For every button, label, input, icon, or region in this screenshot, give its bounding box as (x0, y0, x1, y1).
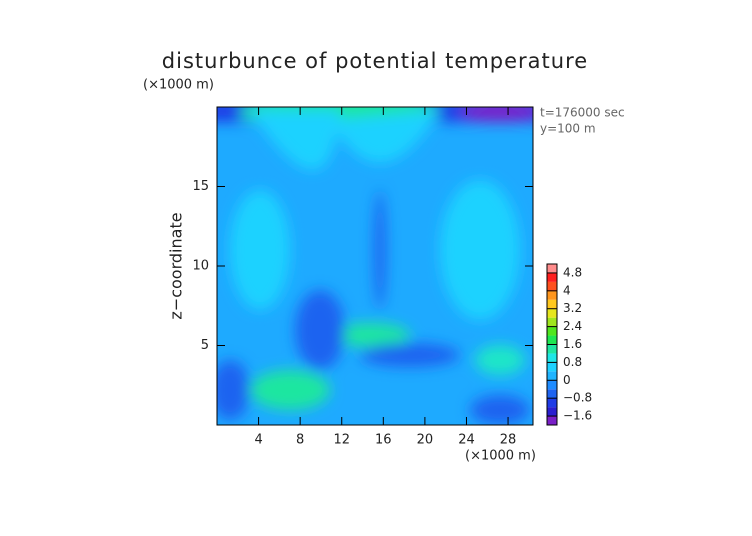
colorbar-tick-label: 4 (563, 283, 571, 297)
x-tick-label: 8 (296, 433, 304, 448)
colorbar-band (547, 335, 557, 345)
colorbar-band (547, 371, 557, 381)
colorbar-tick-label: −0.8 (563, 391, 592, 405)
colorbar-band (547, 380, 557, 390)
colorbar-tick-label: −1.6 (563, 409, 592, 423)
colorbar-band (547, 416, 557, 425)
annotation: y=100 m (540, 122, 596, 136)
colorbar-tick-label: 0.8 (563, 355, 582, 369)
colorbar-band (547, 353, 557, 363)
chart-title: disturbunce of potential temperature (162, 49, 588, 73)
colorbar-band (547, 407, 557, 417)
y-tick-label: 10 (192, 259, 209, 274)
x-tick-label: 24 (458, 433, 475, 448)
colorbar-band (547, 344, 557, 354)
y-tick-label: 5 (201, 338, 209, 353)
colorbar-tick-label: 4.8 (563, 265, 582, 279)
annotation: t=176000 sec (540, 106, 625, 120)
x-tick-label: 12 (333, 433, 350, 448)
x-tick-label: 16 (375, 433, 392, 448)
colorbar-tick-label: 3.2 (563, 301, 582, 315)
x-tick-label: 28 (500, 433, 517, 448)
colorbar-band (547, 290, 557, 300)
colorbar-tick-label: 2.4 (563, 319, 582, 333)
colorbar-band (547, 362, 557, 372)
colorbar-band (547, 272, 557, 282)
contour-field (217, 107, 533, 425)
colorbar-band (547, 317, 557, 327)
colorbar-band (547, 281, 557, 291)
x-tick-label: 4 (254, 433, 262, 448)
colorbar-band (547, 326, 557, 336)
y-axis-label: z−coordinate (167, 212, 186, 319)
x-unit: (×1000 m) (465, 449, 536, 464)
x-tick-label: 20 (417, 433, 434, 448)
colorbar-band (547, 389, 557, 399)
y-unit: (×1000 m) (143, 78, 214, 93)
y-tick-label: 15 (192, 179, 209, 194)
colorbar-band (547, 264, 557, 273)
colorbar-tick-label: 1.6 (563, 337, 582, 351)
colorbar-band (547, 398, 557, 408)
colorbar-band (547, 308, 557, 318)
colorbar-tick-label: 0 (563, 373, 571, 387)
colorbar-band (547, 299, 557, 309)
